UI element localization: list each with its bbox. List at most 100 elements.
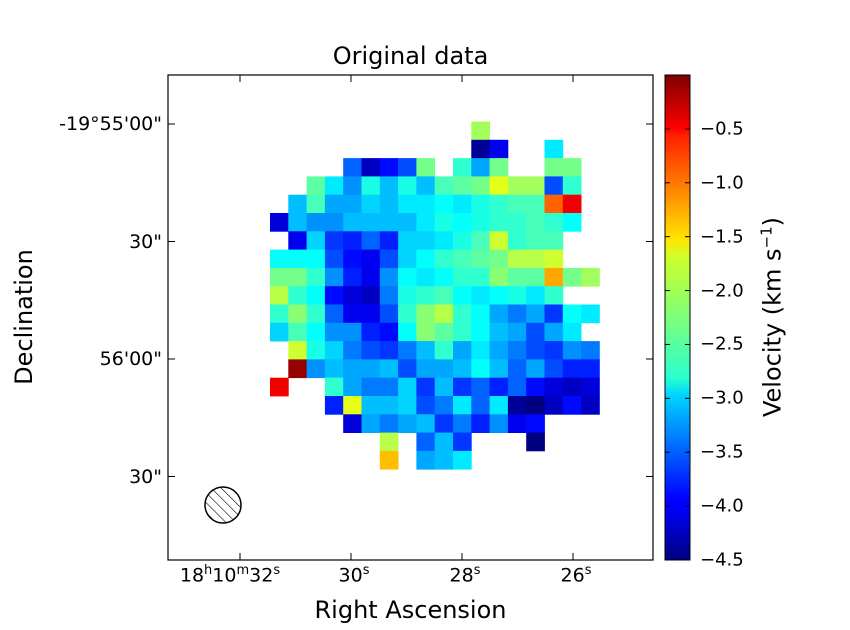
heatmap-pixel [379,414,399,433]
colorbar-ticks [665,128,690,561]
heatmap-pixel [324,359,344,379]
heatmap-pixel [361,359,381,379]
heatmap-pixel [288,286,307,305]
heatmap-pixel [361,322,381,342]
heatmap-pixel [544,231,564,250]
heatmap-pixel [507,176,527,196]
heatmap-pixel [379,396,399,415]
y-tick-label: 30" [129,230,162,253]
heatmap-pixel [306,249,326,269]
axis-ticks [168,75,653,560]
heatmap-pixel [471,176,490,196]
plot-frame [167,74,654,561]
heatmap-pixel [453,396,472,415]
heatmap-pixel [471,158,490,177]
heatmap-pixel [453,267,472,287]
heatmap-pixel [453,158,472,177]
heatmap-pixel [324,377,344,397]
heatmap-pixel [434,267,454,287]
x-tick-label: 26s [560,563,592,587]
heatmap-pixel [489,414,509,433]
heatmap-pixel [489,359,509,379]
heatmap-pixel [507,341,527,360]
heatmap-pixel [398,158,417,177]
heatmap-pixel [453,231,472,250]
heatmap-pixel [416,176,436,196]
heatmap-pixel [343,267,362,287]
heatmap-pixel [471,267,490,287]
heatmap-pixel [306,213,326,232]
colorbar-tick-label: −3.5 [700,441,744,463]
heatmap-pixel [544,213,564,232]
heatmap-pixel [544,359,564,379]
heatmap-pixel [288,322,307,342]
heatmap-pixel [453,341,472,360]
heatmap-pixel [489,194,509,214]
heatmap-pixel [398,249,417,269]
heatmap-pixel [581,267,600,287]
heatmap-pixel [324,304,344,324]
heatmap-pixel [489,158,509,177]
heatmap-pixel [398,176,417,196]
heatmap-pixel [379,359,399,379]
heatmap-pixel [471,121,490,141]
heatmap-pixel [489,286,509,305]
heatmap-pixel [453,359,472,379]
x-tick-label: 30s [338,563,370,587]
heatmap-pixel [343,213,362,232]
heatmap-pixel [343,322,362,342]
heatmap-pixel [306,231,326,250]
heatmap-pixel [526,322,545,342]
heatmap-pixel [324,176,344,196]
heatmap-pixel [416,231,436,250]
heatmap-pixel [379,377,399,397]
heatmap-pixel [398,304,417,324]
heatmap-pixel [544,194,564,214]
heatmap-pixel [379,249,399,269]
heatmap-pixel [489,176,509,196]
heatmap-pixel [434,359,454,379]
heatmap-pixel [379,213,399,232]
heatmap-pixel [544,322,564,342]
heatmap-pixel [324,322,344,342]
heatmap-pixel [544,176,564,196]
heatmap-pixel [526,359,545,379]
heatmap-pixel [416,267,436,287]
heatmap-pixel [324,249,344,269]
heatmap-pixel [324,213,344,232]
y-axis-label: Declination [10,249,38,385]
heatmap-pixel [562,304,582,324]
heatmap-pixel [306,176,326,196]
heatmap-pixel [434,341,454,360]
heatmap-pixel [288,231,307,250]
heatmap-pixel [526,286,545,305]
heatmap-pixel [471,341,490,360]
x-axis-label: Right Ascension [314,596,507,624]
heatmap-pixel [306,267,326,287]
heatmap-pixel [416,359,436,379]
heatmap-pixel [379,341,399,360]
heatmap-pixel [453,432,472,452]
heatmap-pixel [379,304,399,324]
heatmap-pixel [288,359,307,379]
colorbar-tick-label: −1.5 [700,226,744,248]
heatmap-pixel [434,304,454,324]
heatmap-pixel [416,249,436,269]
heatmap-pixel [489,231,509,250]
colorbar-label: Velocity (km s−1) [757,216,787,418]
heatmap-pixel [526,396,545,415]
heatmap-pixel [453,304,472,324]
heatmap-pixel [416,432,436,452]
heatmap-pixel [544,341,564,360]
heatmap-pixel [489,213,509,232]
heatmap-pixel [507,286,527,305]
heatmap-pixel [434,432,454,452]
heatmap-pixel [288,341,307,360]
heatmap-pixel [379,450,399,470]
x-tick-label: 18h10m32s [179,563,281,587]
heatmap-pixel [361,396,381,415]
heatmap-pixel [581,359,600,379]
heatmap-pixel [361,286,381,305]
heatmap-pixel [416,194,436,214]
heatmap-pixel [526,176,545,196]
